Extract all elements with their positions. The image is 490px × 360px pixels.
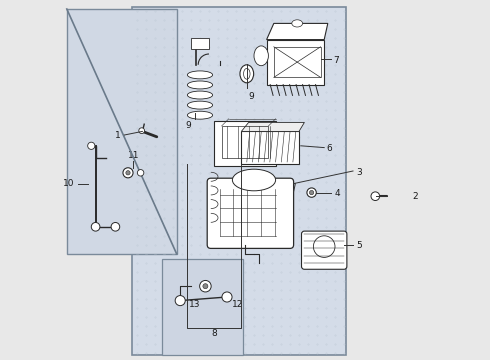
Circle shape [307,188,316,197]
Circle shape [126,171,130,175]
Bar [132,7,346,355]
Text: 10: 10 [63,179,74,188]
FancyBboxPatch shape [207,178,294,248]
Text: 7: 7 [333,55,339,65]
Polygon shape [267,40,324,85]
Ellipse shape [232,169,275,191]
Ellipse shape [244,68,250,79]
Circle shape [91,222,100,231]
Circle shape [222,292,232,302]
Ellipse shape [240,65,254,83]
Circle shape [88,142,95,149]
Text: 12: 12 [232,300,244,309]
Ellipse shape [187,111,213,119]
Text: 6: 6 [326,144,332,153]
Bar [191,38,209,49]
Circle shape [111,222,120,231]
Text: 9: 9 [248,92,254,101]
Polygon shape [242,122,304,131]
Ellipse shape [187,71,213,79]
Bar [67,9,176,254]
Text: 8: 8 [212,329,217,338]
Bar [221,126,269,158]
Ellipse shape [187,81,213,89]
Bar [215,121,275,166]
FancyBboxPatch shape [301,231,347,269]
Circle shape [137,170,144,176]
Ellipse shape [187,91,213,99]
Text: 2: 2 [413,192,418,201]
Text: 4: 4 [335,189,341,198]
Ellipse shape [187,101,213,109]
Text: 3: 3 [357,168,362,177]
Circle shape [175,296,185,306]
Circle shape [371,192,380,201]
Ellipse shape [292,20,303,27]
Text: 11: 11 [128,151,139,160]
Polygon shape [267,23,328,40]
Text: 13: 13 [189,300,200,309]
Polygon shape [242,131,299,164]
Text: 9: 9 [185,121,191,130]
Ellipse shape [254,46,269,66]
Circle shape [123,168,133,178]
Circle shape [199,280,211,292]
Circle shape [314,236,335,257]
Circle shape [203,284,208,289]
Bar [274,47,320,77]
Text: 5: 5 [357,241,362,250]
Text: 1: 1 [115,130,121,139]
Circle shape [310,190,314,195]
Circle shape [139,128,145,134]
Bar [162,259,243,355]
